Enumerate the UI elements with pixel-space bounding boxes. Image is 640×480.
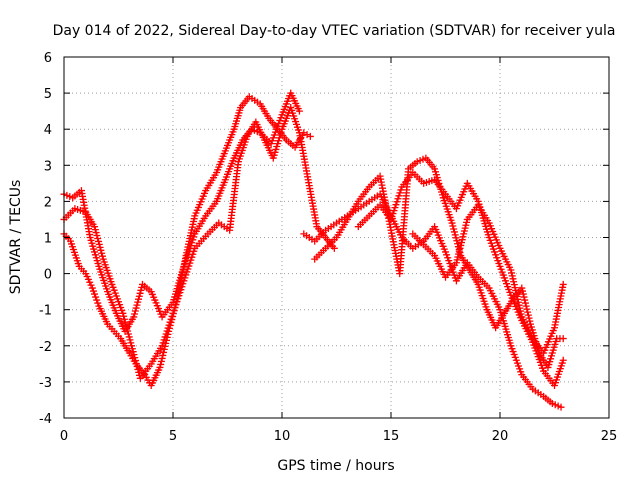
y-axis-label: SDTVAR / TECUs (8, 180, 24, 295)
y-tick-label: 6 (44, 51, 52, 66)
x-tick-label: 5 (169, 429, 177, 444)
data-point-marker (157, 357, 165, 365)
data-point-marker (522, 302, 530, 310)
data-point-marker (559, 280, 567, 288)
x-tick-label: 20 (492, 429, 509, 444)
x-axis-ticks: 0 5 10 15 20 25 (60, 57, 617, 444)
data-point-marker (521, 296, 529, 304)
data-point-marker (523, 305, 531, 313)
data-point-marker (160, 345, 168, 353)
data-point-marker (524, 308, 532, 316)
y-tick-label: -4 (39, 412, 52, 427)
data-point-marker (557, 403, 565, 411)
y-axis-ticks: -4 -3 -2 -1 0 1 2 3 4 5 6 (39, 51, 609, 427)
series-track-c (60, 104, 338, 382)
data-point-marker (158, 354, 166, 362)
x-tick-label: 0 (60, 429, 68, 444)
series-track-b (60, 89, 303, 335)
data-point-marker (159, 351, 167, 359)
y-tick-label: -2 (39, 340, 52, 355)
data-point-marker (160, 348, 168, 356)
data-point-marker (526, 317, 534, 325)
data-point-marker (559, 335, 567, 343)
y-tick-label: 2 (44, 195, 52, 210)
data-point-marker (89, 287, 97, 295)
data-point-marker (519, 290, 527, 298)
x-axis-label: GPS time / hours (277, 458, 394, 474)
data-point-marker (91, 290, 99, 298)
series-track-g (409, 201, 567, 357)
data-point-marker (520, 293, 528, 301)
data-point-marker (88, 284, 96, 292)
data-point-marker (330, 244, 338, 252)
y-tick-label: 4 (44, 123, 52, 138)
data-point-marker (559, 356, 567, 364)
chart-title: Day 014 of 2022, Sidereal Day-to-day VTE… (53, 23, 616, 39)
data-point-marker (157, 360, 165, 368)
data-point-marker (295, 107, 303, 115)
y-tick-label: -3 (39, 376, 52, 391)
data-point-marker (94, 299, 102, 307)
data-point-marker (519, 287, 527, 295)
y-tick-label: -1 (39, 304, 52, 319)
data-point-marker (156, 363, 164, 371)
y-tick-label: 0 (44, 268, 52, 283)
data-point-marker (521, 299, 529, 307)
data-points (60, 89, 567, 411)
data-point-marker (525, 314, 533, 322)
x-tick-label: 15 (383, 429, 400, 444)
data-point-marker (306, 132, 314, 140)
x-tick-label: 25 (601, 429, 618, 444)
data-point-marker (92, 293, 100, 301)
data-point-marker (518, 284, 526, 292)
x-tick-label: 10 (274, 429, 291, 444)
y-tick-label: 1 (44, 232, 52, 247)
data-point-marker (524, 311, 532, 319)
y-tick-label: 3 (44, 159, 52, 174)
y-tick-label: 5 (44, 87, 52, 102)
data-point-marker (93, 296, 101, 304)
